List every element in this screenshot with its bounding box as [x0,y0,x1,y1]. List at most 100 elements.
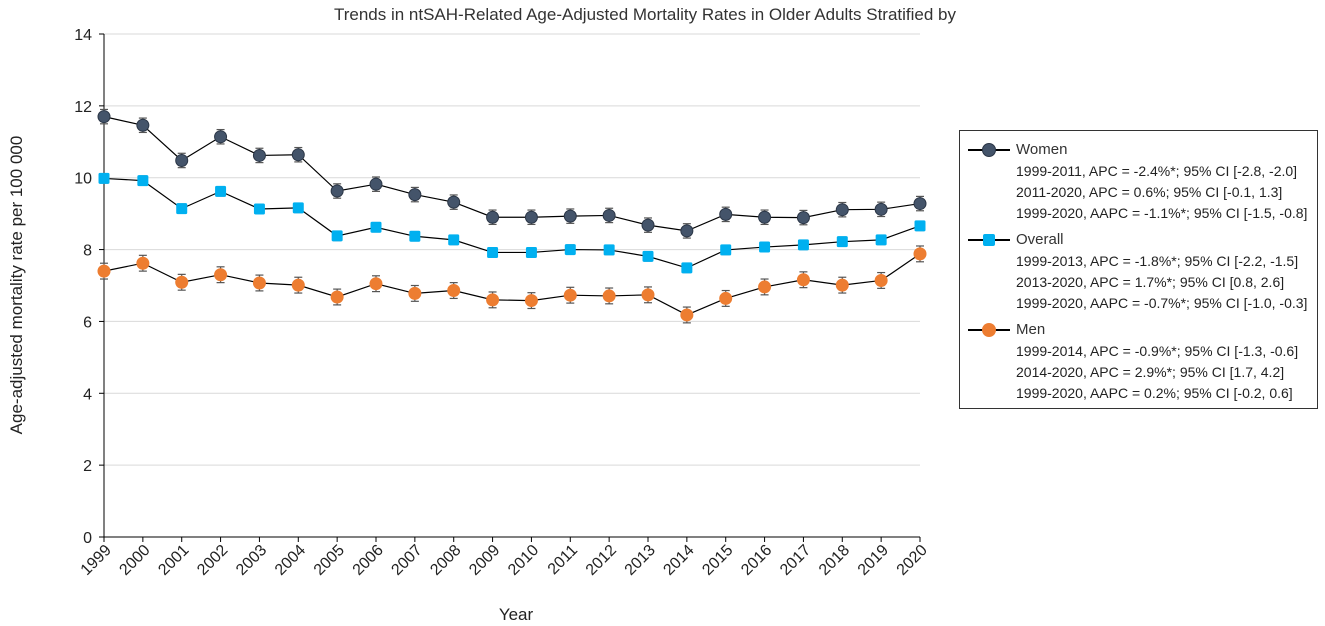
data-point [98,172,110,184]
data-point [330,290,344,304]
data-point [409,230,421,242]
data-point [720,244,732,256]
data-point [524,210,538,224]
x-tick-label: 2011 [545,542,581,578]
mortality-line-chart: Trends in ntSAH-Related Age-Adjusted Mor… [7,5,958,624]
data-point [602,289,616,303]
data-point [447,284,461,298]
data-point [641,288,655,302]
y-tick-label: 12 [74,99,92,116]
data-point [914,220,926,232]
data-point [563,209,577,223]
data-point [136,256,150,270]
legend-label-women: Women [1016,141,1068,158]
x-tick-label: 2020 [894,542,931,579]
data-point [602,208,616,222]
data-point [97,110,111,124]
legend-label-overall: Overall [1016,231,1064,248]
data-point [759,241,771,253]
legend-label-men: Men [1016,321,1046,338]
x-tick-label: 2006 [350,542,387,579]
legend-stat: 1999-2020, AAPC = -1.1%*; 95% CI [-1.5, … [1016,205,1308,221]
x-tick-label: 2009 [466,542,503,579]
x-tick-label: 2010 [505,542,542,579]
data-point [758,280,772,294]
legend-group-men: Men 1999-2014, APC = -0.9%*; 95% CI [-1.… [960,319,1317,404]
data-point [487,246,499,258]
data-point [370,221,382,233]
data-point [680,308,694,322]
data-point [176,203,188,215]
data-point [369,277,383,291]
data-point [331,230,343,242]
data-point [97,264,111,278]
series-layer [97,108,927,324]
legend-stat: 2011-2020, APC = 0.6%; 95% CI [-0.1, 1.3… [1016,184,1283,200]
data-point [875,234,887,246]
x-tick-label: 2016 [738,542,775,579]
data-point [913,247,927,261]
x-tick-label: 2018 [816,542,853,579]
y-tick-label: 2 [83,458,92,475]
data-point [408,188,422,202]
x-tick-label: 2012 [583,542,620,579]
data-point [681,262,693,274]
gridlines [104,33,920,466]
legend-stat: 1999-2013, APC = -1.8%*; 95% CI [-2.2, -… [1016,253,1299,269]
data-point [641,218,655,232]
series-women [97,108,927,239]
legend-group-overall: Overall 1999-2013, APC = -1.8%*; 95% CI … [960,229,1317,314]
series-line [103,177,921,269]
data-point [330,184,344,198]
data-point [486,210,500,224]
x-tick-label: 2015 [699,542,736,579]
data-point [874,273,888,287]
y-tick-label: 0 [83,530,92,547]
series-men [97,245,927,324]
x-tick-label: 2001 [155,542,192,579]
x-tick-label: 2008 [427,542,464,579]
data-point [214,268,228,282]
x-tick-label: 2003 [233,542,270,579]
data-point [524,294,538,308]
data-point [252,276,266,290]
y-axis-ticks: 0 2 4 6 8 10 12 14 [74,27,104,547]
data-point [563,288,577,302]
data-point [719,291,733,305]
data-point [408,286,422,300]
data-point [797,239,809,251]
data-point [874,202,888,216]
data-point [796,273,810,287]
x-tick-label: 2014 [660,542,697,579]
y-tick-label: 8 [83,243,92,260]
series-line [103,116,921,232]
data-point [447,195,461,209]
legend-group-women: Women 1999-2011, APC = -2.4%*; 95% CI [-… [960,139,1317,224]
x-axis-ticks: 1999 2000 2001 2002 2003 2004 2005 2006 2007 2008… [78,537,931,579]
chart-title: Trends in ntSAH-Related Age-Adjusted Mor… [334,5,958,24]
data-point [796,211,810,225]
data-point [642,250,654,262]
x-tick-label: 1999 [78,542,115,579]
data-point [369,177,383,191]
legend-stat: 2014-2020, APC = 2.9%*; 95% CI [1.7, 4.2… [1016,364,1285,380]
data-point [758,210,772,224]
data-point [836,236,848,248]
x-axis-label: Year [499,605,534,624]
data-point [835,203,849,217]
x-tick-label: 2000 [116,542,153,579]
data-point [835,278,849,292]
legend-stat: 2013-2020, APC = 1.7%*; 95% CI [0.8, 2.6… [1016,274,1285,290]
data-point [292,202,304,214]
data-point [719,207,733,221]
y-tick-label: 14 [74,27,92,44]
data-point [448,234,460,246]
data-point [913,197,927,211]
legend: Women 1999-2011, APC = -2.4%*; 95% CI [-… [959,130,1318,409]
data-point [253,203,265,215]
data-point [215,185,227,197]
x-tick-label: 2002 [194,542,231,579]
data-point [175,275,189,289]
series-line [103,253,921,316]
data-point [252,148,266,162]
